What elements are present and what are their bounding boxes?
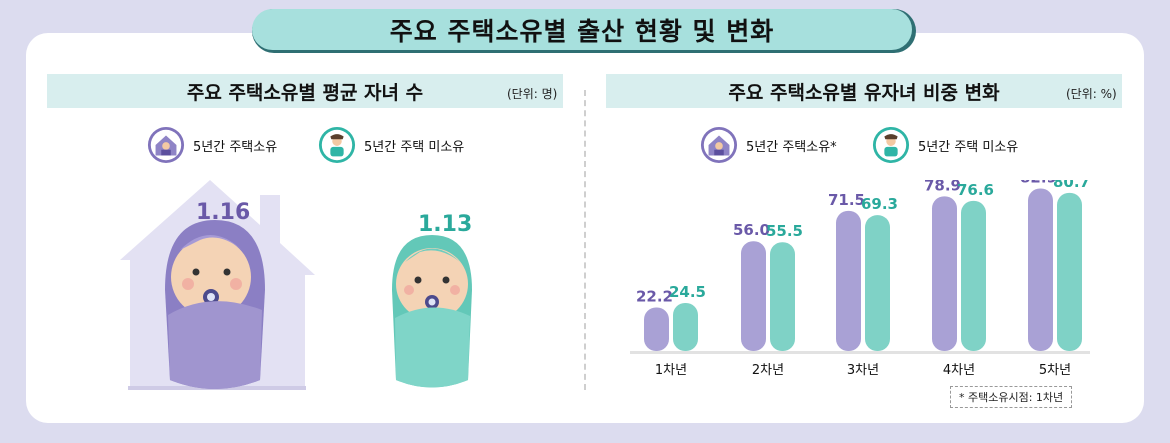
panel-divider xyxy=(584,90,586,390)
footnote: * 주택소유시점: 1차년 xyxy=(950,386,1073,408)
bar-nonowner-4 xyxy=(961,200,986,351)
data-label-owner-2: 56.0 xyxy=(733,221,770,239)
left-panel-unit: (단위: 명) xyxy=(507,87,558,101)
bar-owner-5 xyxy=(1028,188,1053,351)
bar-nonowner-5 xyxy=(1057,192,1082,351)
data-label-nonowner-2: 55.5 xyxy=(766,222,803,240)
x-tick-label-2: 2차년 xyxy=(752,363,784,378)
data-label-nonowner-4: 76.6 xyxy=(957,181,994,199)
house-person-icon xyxy=(147,126,185,164)
legend-item-nonowner-right: 5년간 주택 미소유 xyxy=(872,126,1018,164)
data-label-owner-1: 22.2 xyxy=(636,287,673,305)
legend-label-owner-right: 5년간 주택소유* xyxy=(746,139,837,155)
bar-chart: 22.224.5 1차년 56.055.5 2차년 71.569.3 3차년 78.976.… xyxy=(630,180,1090,378)
bar-nonowner-3 xyxy=(865,215,890,351)
main-title-banner: 주요 주택소유별 출산 현황 및 변화 xyxy=(252,9,916,53)
data-label-owner-3: 71.5 xyxy=(828,191,865,209)
right-panel-unit: (단위: %) xyxy=(1066,87,1117,101)
data-label-nonowner-5: 80.7 xyxy=(1053,180,1090,191)
baby-nonowner xyxy=(392,235,472,388)
data-label-owner-4: 78.9 xyxy=(924,180,961,194)
bar-owner-1 xyxy=(644,307,669,351)
chart-baseline xyxy=(630,351,1090,354)
bar-nonowner-2 xyxy=(770,242,795,351)
bar-owner-4 xyxy=(932,196,957,351)
legend-label-nonowner-right: 5년간 주택 미소유 xyxy=(918,139,1019,155)
right-panel-title: 주요 주택소유별 유자녀 비중 변화 xyxy=(606,74,1122,108)
x-tick-label-1: 1차년 xyxy=(655,363,687,378)
x-tick-label-4: 4차년 xyxy=(943,363,975,378)
house-person-icon xyxy=(700,126,738,164)
legend-item-nonowner: 5년간 주택 미소유 xyxy=(318,126,464,164)
legend-label-nonowner: 5년간 주택 미소유 xyxy=(364,139,465,155)
legend-item-owner: 5년간 주택소유 xyxy=(147,126,277,164)
main-title: 주요 주택소유별 출산 현황 및 변화 xyxy=(252,9,912,50)
x-tick-label-3: 3차년 xyxy=(847,363,879,378)
left-panel-title: 주요 주택소유별 평균 자녀 수 xyxy=(47,74,563,108)
bar-owner-2 xyxy=(741,241,766,351)
data-label-nonowner-1: 24.5 xyxy=(669,283,706,301)
bar-nonowner-1 xyxy=(673,302,698,351)
bar-owner-3 xyxy=(836,210,861,351)
value-nonowner: 1.13 xyxy=(418,212,473,237)
baby-owner xyxy=(165,220,265,389)
data-label-owner-5: 82.9 xyxy=(1020,180,1057,187)
x-tick-label-5: 5차년 xyxy=(1039,363,1071,378)
person-icon xyxy=(318,126,356,164)
person-icon xyxy=(872,126,910,164)
data-label-nonowner-3: 69.3 xyxy=(861,195,898,213)
legend-item-owner-right: 5년간 주택소유* xyxy=(700,126,837,164)
value-owner: 1.16 xyxy=(196,200,251,225)
left-illustration xyxy=(120,180,472,390)
legend-label-owner: 5년간 주택소유 xyxy=(193,139,278,155)
